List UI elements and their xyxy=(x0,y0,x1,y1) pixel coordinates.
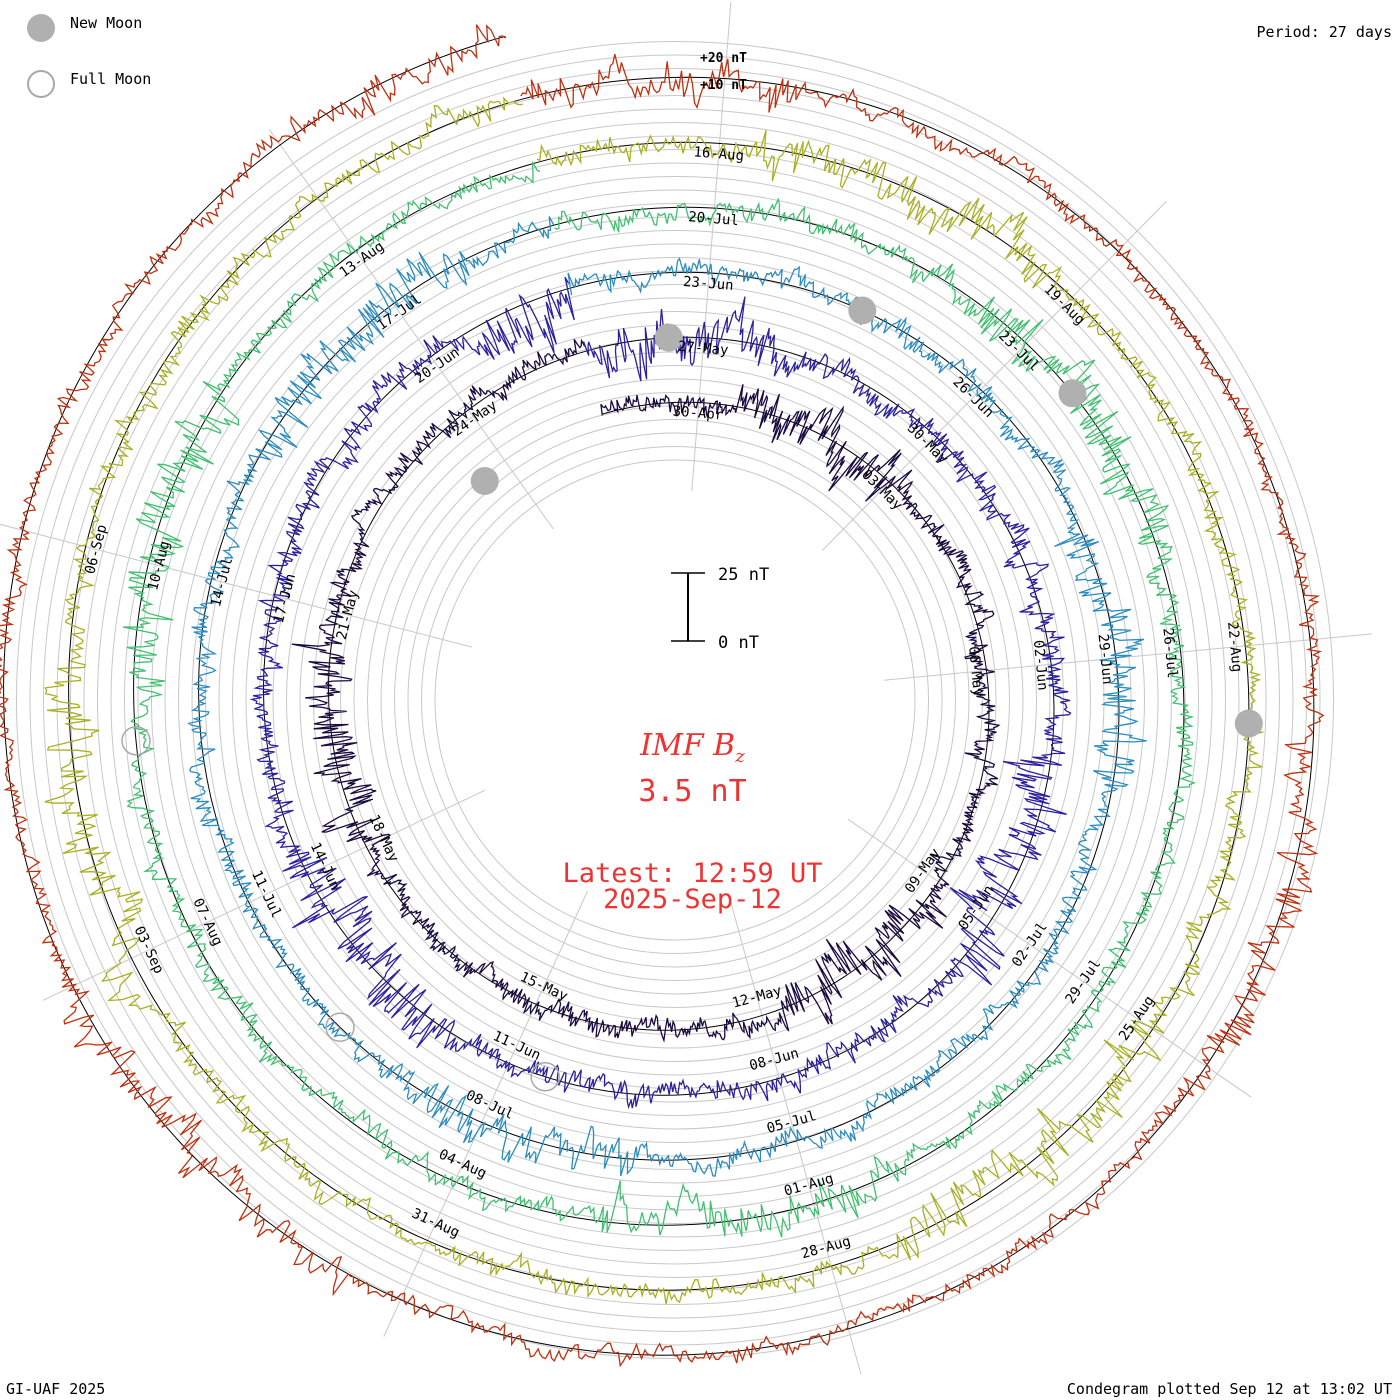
grid-circle xyxy=(218,243,1132,1157)
moon-markers xyxy=(121,296,1263,1092)
date-label: 06-May xyxy=(965,646,986,698)
full-moon-marker xyxy=(121,726,151,756)
grid-circle xyxy=(43,68,1307,1332)
radial-spoke xyxy=(691,2,732,491)
date-label: 17-Jun xyxy=(271,572,299,625)
plotted-timestamp: Condegram plotted Sep 12 at 13:02 UT xyxy=(1066,1380,1392,1398)
grid-circle xyxy=(380,405,970,995)
grid-circle xyxy=(110,135,1240,1265)
date-label: 25-Aug xyxy=(1116,993,1158,1044)
grid-circle xyxy=(205,230,1145,1170)
credit-label: GI-UAF 2025 xyxy=(6,1380,106,1398)
grid-circle xyxy=(191,216,1159,1184)
date-label: 29-Jun xyxy=(1095,633,1116,685)
grid-circle xyxy=(394,419,956,981)
date-label: 16-Aug xyxy=(693,144,745,164)
period-label: Period: 27 days xyxy=(1256,23,1392,41)
date-label: 20-Jul xyxy=(688,209,740,229)
grid-circle xyxy=(29,54,1321,1346)
latest-date: 2025-Sep-12 xyxy=(603,884,782,915)
grid-circle xyxy=(245,270,1105,1130)
grid-circle xyxy=(259,284,1091,1116)
radial-spoke xyxy=(730,902,862,1375)
full-moon-legend-label: Full Moon xyxy=(70,70,152,88)
grid-circle xyxy=(83,108,1267,1292)
date-label: 14-Jul xyxy=(208,556,236,609)
parameter-title-subscript: z xyxy=(735,746,745,767)
grid-circle xyxy=(70,95,1280,1305)
outer-scale-labels: +20 nT +10 nT xyxy=(700,51,747,93)
grid-circle xyxy=(434,459,916,941)
grid-circle xyxy=(97,122,1253,1278)
new-moon-marker xyxy=(1058,379,1087,408)
date-label: 01-Aug xyxy=(782,1171,835,1200)
scale-bar: 25 nT 0 nT xyxy=(671,565,769,653)
scale-bar-top-label: 25 nT xyxy=(718,565,769,585)
parameter-title: IMF Bz xyxy=(0,728,1385,767)
full-moon-legend-icon xyxy=(27,70,55,98)
grid-circle xyxy=(367,392,983,1008)
new-moon-marker xyxy=(1234,709,1263,738)
current-value: 3.5 nT xyxy=(638,774,747,809)
date-label: 28-Aug xyxy=(800,1233,853,1262)
grid-circle xyxy=(232,257,1118,1143)
rotation-series-line-3 xyxy=(187,216,1147,1177)
date-label: 27-May xyxy=(677,339,729,359)
grid-circle xyxy=(56,81,1294,1319)
radial-spoke xyxy=(884,633,1372,681)
grid-circle xyxy=(407,432,943,968)
new-moon-marker xyxy=(654,323,683,352)
grid-circle xyxy=(124,149,1226,1251)
date-label: 02-Jun xyxy=(1030,639,1051,691)
scale-label-plus10: +10 nT xyxy=(700,78,747,93)
zero-baseline-spiral xyxy=(3,35,1315,1356)
new-moon-marker xyxy=(470,467,499,495)
date-label: 26-Jul xyxy=(1159,627,1180,679)
date-label: 06-Sep xyxy=(82,523,110,576)
grid-circle xyxy=(16,41,1334,1359)
grid-circle xyxy=(353,378,997,1022)
grid-circle xyxy=(151,176,1199,1224)
grid-circle xyxy=(272,297,1078,1103)
grid-circle xyxy=(178,203,1172,1197)
radial-spokes xyxy=(0,2,1372,1375)
grid-circle xyxy=(137,162,1213,1238)
zero-baselines xyxy=(3,35,1315,1356)
new-moon-legend-label: New Moon xyxy=(70,14,143,32)
full-moon-marker xyxy=(530,1062,560,1092)
rotation-series-line-6 xyxy=(0,24,1325,1368)
new-moon-legend-icon xyxy=(27,14,55,42)
radial-grid xyxy=(16,41,1334,1359)
grid-circle xyxy=(421,446,929,954)
new-moon-marker xyxy=(848,296,877,325)
grid-circle xyxy=(340,365,1010,1035)
latest-time: Latest: 12:59 UT xyxy=(562,858,823,889)
scale-label-plus20: +20 nT xyxy=(700,51,747,66)
grid-circle xyxy=(326,351,1024,1049)
full-moon-marker xyxy=(325,1012,355,1042)
radial-spoke xyxy=(0,523,472,648)
parameter-title-main: IMF B xyxy=(640,728,736,763)
rotation-series-line-2 xyxy=(249,276,1072,1110)
grid-circle xyxy=(299,324,1051,1076)
date-label: 22-Aug xyxy=(1224,621,1245,673)
rotation-series xyxy=(0,24,1325,1368)
scale-bar-bottom-label: 0 nT xyxy=(718,633,759,653)
radial-spoke xyxy=(383,890,589,1337)
rotation-series-line-4 xyxy=(122,161,1197,1238)
radial-spoke xyxy=(822,201,1167,551)
date-label: 30-Apr xyxy=(672,404,724,424)
radial-spoke xyxy=(268,129,554,530)
rotation-series-line-5 xyxy=(44,96,1265,1305)
rotation-series-line-1 xyxy=(291,338,1001,1043)
date-label: 23-Jun xyxy=(682,274,734,294)
